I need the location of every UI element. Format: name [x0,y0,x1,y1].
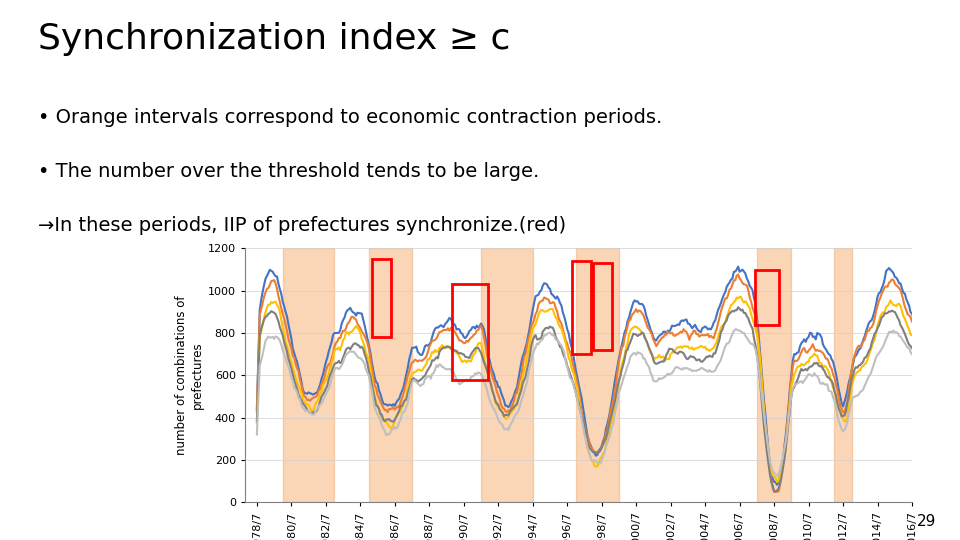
Bar [481,248,533,502]
Bar [756,248,791,502]
Bar [834,248,852,502]
Bar [452,285,488,380]
Bar [756,269,780,325]
Text: Synchronization index ≥ c: Synchronization index ≥ c [38,22,511,56]
Text: →In these periods, IIP of prefectures synchronize.(red): →In these periods, IIP of prefectures sy… [38,216,566,235]
Bar [369,248,412,502]
Bar [283,248,334,502]
Text: • Orange intervals correspond to economic contraction periods.: • Orange intervals correspond to economi… [38,108,662,127]
Text: 29: 29 [917,514,936,529]
Y-axis label: number of combinations of
prefectures: number of combinations of prefectures [176,295,204,455]
Text: • The number over the threshold tends to be large.: • The number over the threshold tends to… [38,162,540,181]
Bar [572,261,591,354]
Bar [593,263,612,350]
Bar [372,259,392,337]
Bar [576,248,619,502]
